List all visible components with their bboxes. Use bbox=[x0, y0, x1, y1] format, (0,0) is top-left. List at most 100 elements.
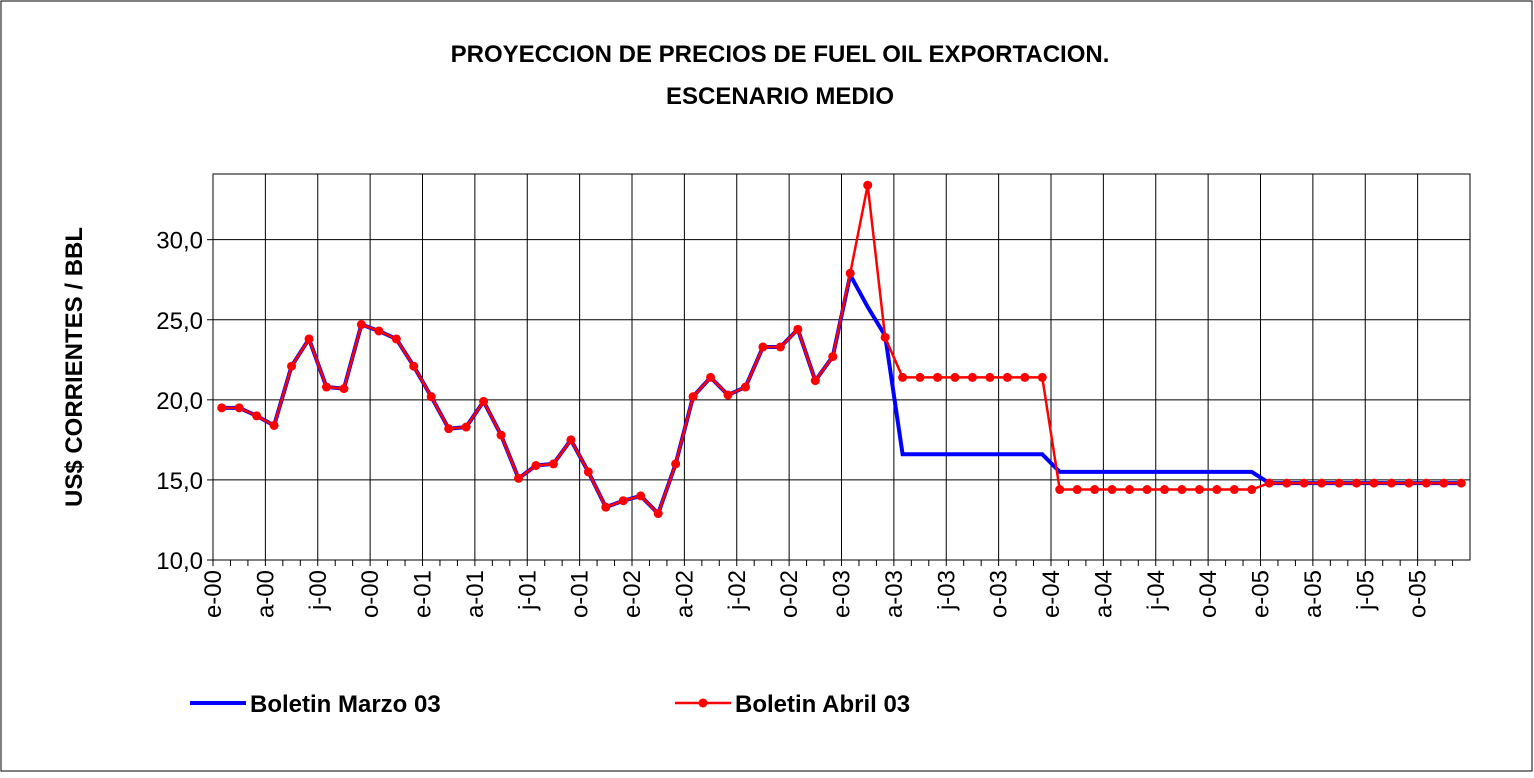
data-point bbox=[426, 392, 436, 402]
data-point bbox=[1386, 478, 1396, 488]
x-tick-label: a-04 bbox=[1090, 570, 1117, 618]
y-tick-label: 25,0 bbox=[156, 308, 203, 335]
x-tick-label: j-01 bbox=[514, 570, 541, 611]
data-point bbox=[1002, 372, 1012, 382]
data-point bbox=[636, 491, 646, 501]
data-point bbox=[304, 334, 314, 344]
data-point bbox=[531, 461, 541, 471]
data-point bbox=[321, 382, 331, 392]
chart-title: PROYECCION DE PRECIOS DE FUEL OIL EXPORT… bbox=[451, 41, 1110, 68]
data-point bbox=[863, 180, 873, 190]
data-point bbox=[1090, 485, 1100, 495]
data-point bbox=[252, 411, 262, 421]
data-point bbox=[1456, 478, 1466, 488]
data-point bbox=[1264, 478, 1274, 488]
x-tick-label: o-04 bbox=[1195, 570, 1222, 618]
legend-label: Boletin Abril 03 bbox=[735, 691, 910, 718]
data-point bbox=[793, 324, 803, 334]
data-point bbox=[514, 473, 524, 483]
data-point bbox=[723, 390, 733, 400]
data-point bbox=[391, 334, 401, 344]
data-point bbox=[566, 435, 576, 445]
data-point bbox=[356, 320, 366, 330]
data-point bbox=[1282, 478, 1292, 488]
data-point bbox=[653, 509, 663, 519]
data-point bbox=[1177, 485, 1187, 495]
x-tick-label: j-04 bbox=[1143, 570, 1170, 611]
x-tick-label: e-03 bbox=[829, 570, 856, 618]
x-tick-label: o-01 bbox=[567, 570, 594, 618]
data-point bbox=[1159, 485, 1169, 495]
y-tick-label: 15,0 bbox=[156, 468, 203, 495]
data-point bbox=[461, 422, 471, 432]
data-point bbox=[933, 372, 943, 382]
y-tick-label: 30,0 bbox=[156, 228, 203, 255]
x-tick-label: a-01 bbox=[462, 570, 489, 618]
x-tick-label: o-05 bbox=[1405, 570, 1432, 618]
x-tick-label: e-00 bbox=[200, 570, 227, 618]
data-point bbox=[217, 403, 227, 413]
data-point bbox=[409, 361, 419, 371]
data-point bbox=[671, 459, 681, 469]
data-point bbox=[985, 372, 995, 382]
chart-subtitle: ESCENARIO MEDIO bbox=[666, 83, 894, 110]
x-tick-label: e-04 bbox=[1038, 570, 1065, 618]
data-point bbox=[1421, 478, 1431, 488]
data-point bbox=[1055, 485, 1065, 495]
data-point bbox=[234, 403, 244, 413]
data-point bbox=[618, 496, 628, 506]
data-point bbox=[269, 420, 279, 430]
data-point bbox=[1229, 485, 1239, 495]
y-axis-label: US$ CORRIENTES / BBL bbox=[61, 227, 88, 507]
data-point bbox=[374, 326, 384, 336]
data-point bbox=[1334, 478, 1344, 488]
data-point bbox=[1072, 485, 1082, 495]
data-point bbox=[950, 372, 960, 382]
data-point bbox=[758, 342, 768, 352]
x-tick-label: j-03 bbox=[933, 570, 960, 611]
x-tick-label: o-02 bbox=[776, 570, 803, 618]
x-tick-label: j-05 bbox=[1352, 570, 1379, 611]
data-point bbox=[828, 352, 838, 362]
data-point bbox=[496, 430, 506, 440]
x-tick-label: j-02 bbox=[724, 570, 751, 611]
data-point bbox=[1369, 478, 1379, 488]
data-point bbox=[548, 459, 558, 469]
data-point bbox=[775, 342, 785, 352]
data-point bbox=[688, 392, 698, 402]
y-tick-label: 10,0 bbox=[156, 548, 203, 575]
data-point bbox=[706, 372, 716, 382]
data-point bbox=[810, 376, 820, 386]
x-tick-label: o-03 bbox=[986, 570, 1013, 618]
data-point bbox=[1247, 485, 1257, 495]
x-tick-label: e-02 bbox=[619, 570, 646, 618]
x-tick-label: o-00 bbox=[357, 570, 384, 618]
data-point bbox=[898, 372, 908, 382]
x-tick-label: a-05 bbox=[1300, 570, 1327, 618]
data-point bbox=[1142, 485, 1152, 495]
data-point bbox=[1107, 485, 1117, 495]
data-point bbox=[1194, 485, 1204, 495]
data-point bbox=[1125, 485, 1135, 495]
data-point bbox=[880, 332, 890, 342]
data-point bbox=[1404, 478, 1414, 488]
data-point bbox=[601, 502, 611, 512]
data-point bbox=[339, 384, 349, 394]
data-point bbox=[1037, 372, 1047, 382]
x-tick-label: a-02 bbox=[671, 570, 698, 618]
data-point bbox=[1020, 372, 1030, 382]
data-point bbox=[1439, 478, 1449, 488]
x-tick-label: e-01 bbox=[410, 570, 437, 618]
data-point bbox=[1317, 478, 1327, 488]
data-point bbox=[1212, 485, 1222, 495]
data-point bbox=[287, 361, 297, 371]
x-tick-label: a-00 bbox=[252, 570, 279, 618]
data-point bbox=[444, 424, 454, 434]
data-point bbox=[967, 372, 977, 382]
data-point bbox=[1352, 478, 1362, 488]
data-point bbox=[740, 382, 750, 392]
data-point bbox=[915, 372, 925, 382]
data-point bbox=[479, 396, 489, 406]
x-tick-label: e-05 bbox=[1248, 570, 1275, 618]
